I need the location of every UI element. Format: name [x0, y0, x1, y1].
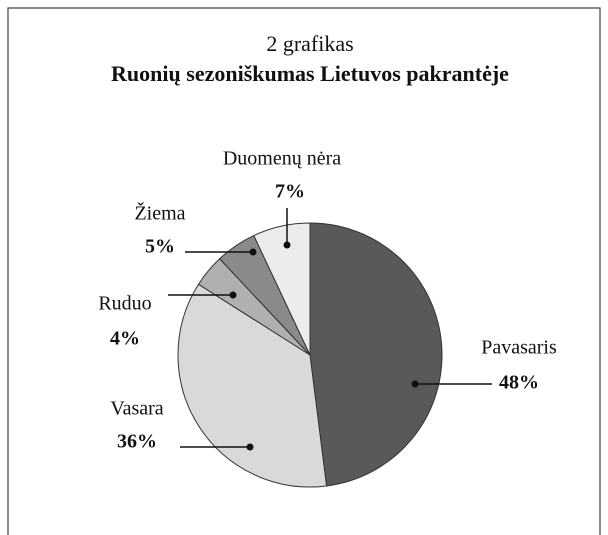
slice-value-label: 4%: [110, 328, 140, 350]
slice-label: Pavasaris: [481, 337, 557, 359]
slice-value-label: 5%: [145, 236, 175, 258]
slice-label: Ruduo: [98, 293, 151, 315]
leader-dot: [246, 443, 254, 451]
pie-slice: [177, 283, 328, 488]
chart-subtitle: 2 grafikas: [266, 31, 353, 56]
slice-value-label: 48%: [499, 372, 539, 394]
slice-value-label: 7%: [275, 181, 305, 203]
leader-dot: [229, 291, 237, 299]
slice-label: Žiema: [134, 202, 185, 225]
slice-label: Vasara: [110, 398, 163, 420]
frame: [7, 7, 601, 535]
leader-dot: [283, 241, 291, 249]
pie-slice: [253, 222, 311, 356]
slice-value-label: 36%: [117, 431, 157, 453]
pie-slice: [309, 222, 443, 487]
leader-dot: [411, 380, 419, 388]
slice-label: Duomenų nėra: [223, 148, 341, 170]
chart-title: Ruonių sezoniškumas Lietuvos pakrantėje: [111, 61, 509, 86]
leader-dot: [249, 248, 257, 256]
